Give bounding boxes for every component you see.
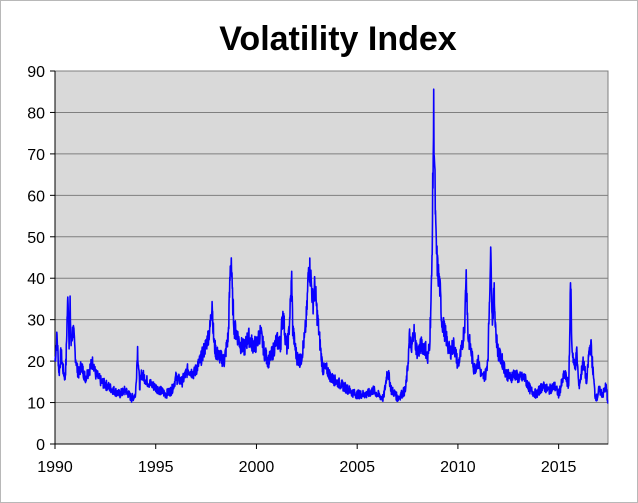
y-tick-label: 40 (27, 271, 45, 288)
x-tick-label: 1995 (138, 459, 174, 476)
y-tick-label: 90 (27, 64, 45, 81)
x-tick-label: 2000 (239, 459, 275, 476)
axes (54, 71, 608, 449)
x-tick-label: 2015 (541, 459, 577, 476)
x-tick-label: 2005 (339, 459, 375, 476)
x-tick-label: 1990 (37, 459, 73, 476)
y-tick-label: 0 (36, 437, 45, 454)
y-tick-label: 50 (27, 230, 45, 247)
y-tick-label: 20 (27, 354, 45, 371)
y-tick-label: 80 (27, 105, 45, 122)
series-line (54, 88, 609, 404)
y-tick-label: 30 (27, 313, 45, 330)
y-tick-label: 60 (27, 188, 45, 205)
y-tick-label: 70 (27, 147, 45, 164)
x-tick-labels: 1990 1995 2000 2005 2010 2015 (37, 459, 576, 476)
x-tick-label: 2010 (440, 459, 476, 476)
y-tick-label: 10 (27, 396, 45, 413)
plot-area (54, 70, 609, 445)
y-tick-labels: 0 10 20 30 40 50 60 70 80 90 (27, 64, 45, 454)
chart-title: Volatility Index (219, 20, 457, 58)
